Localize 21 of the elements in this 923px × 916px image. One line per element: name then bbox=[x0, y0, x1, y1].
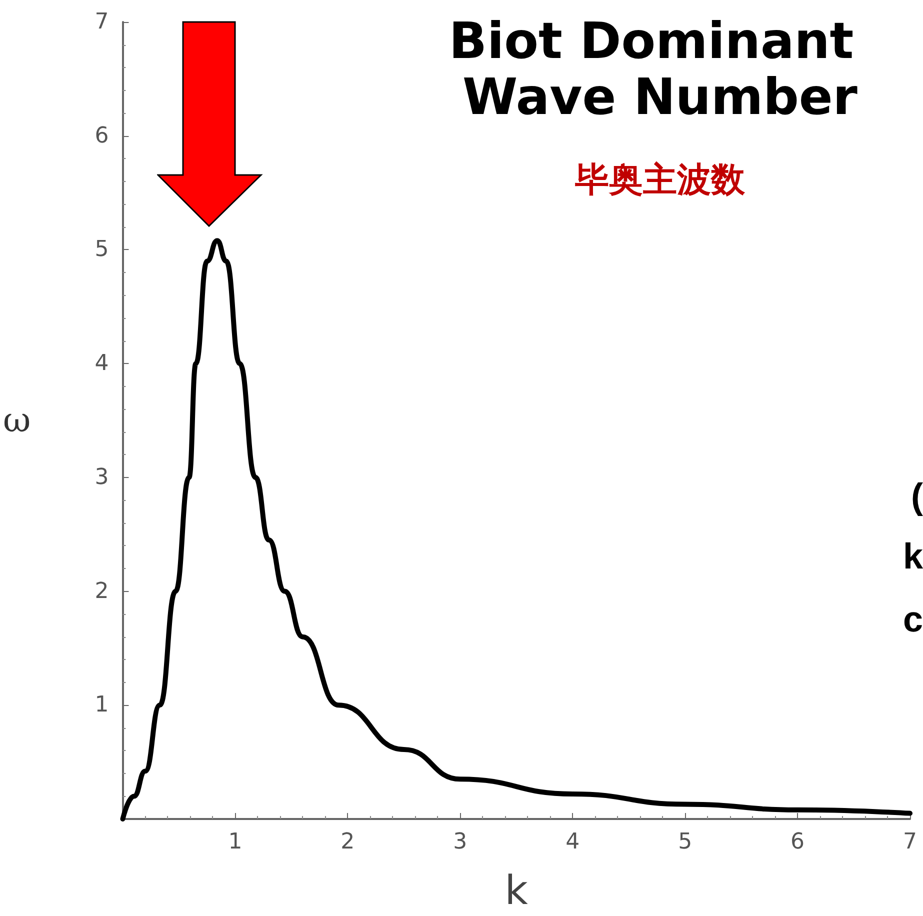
text: 毕奥主波数 bbox=[574, 160, 746, 200]
annotation: c bbox=[902, 598, 923, 640]
y-tick-label: 6 bbox=[94, 123, 109, 148]
x-tick-label: 7 bbox=[903, 830, 917, 854]
y-tick-label: 1 bbox=[94, 692, 109, 718]
y-tick-label: 7 bbox=[94, 10, 109, 34]
y-tick-label: 2 bbox=[94, 578, 109, 604]
y-tick-label: 5 bbox=[94, 237, 109, 262]
text: ( bbox=[911, 476, 923, 516]
x-tick-label: 3 bbox=[453, 830, 468, 854]
y-axis-title: ω bbox=[2, 400, 31, 440]
x-tick-label: 2 bbox=[340, 830, 355, 854]
x-axis-title: k bbox=[902, 536, 923, 576]
chart-title: Biot Dominant Wave Number bbox=[448, 12, 872, 126]
x-tick-label: 5 bbox=[678, 830, 692, 854]
x-tick-label: 4 bbox=[566, 830, 580, 854]
x-tick-label: 1 bbox=[228, 830, 242, 854]
y-tick-label: 4 bbox=[94, 351, 109, 376]
text: k bbox=[504, 868, 529, 914]
y-tick-label: 3 bbox=[94, 464, 109, 490]
x-tick-label: 6 bbox=[790, 830, 805, 854]
